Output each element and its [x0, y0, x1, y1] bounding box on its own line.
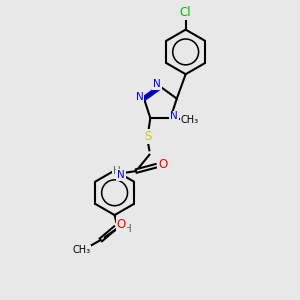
Text: O: O — [117, 218, 126, 231]
Text: CH₃: CH₃ — [181, 115, 199, 125]
Text: N: N — [170, 111, 178, 122]
Text: N: N — [136, 92, 143, 102]
Text: O: O — [158, 158, 167, 171]
Text: N: N — [153, 79, 161, 89]
Text: H: H — [113, 166, 121, 176]
Text: N: N — [117, 170, 125, 180]
Text: Cl: Cl — [180, 6, 191, 19]
Text: N: N — [117, 220, 125, 230]
Text: H: H — [124, 224, 132, 234]
Text: S: S — [144, 130, 152, 143]
Text: CH₃: CH₃ — [73, 245, 91, 255]
